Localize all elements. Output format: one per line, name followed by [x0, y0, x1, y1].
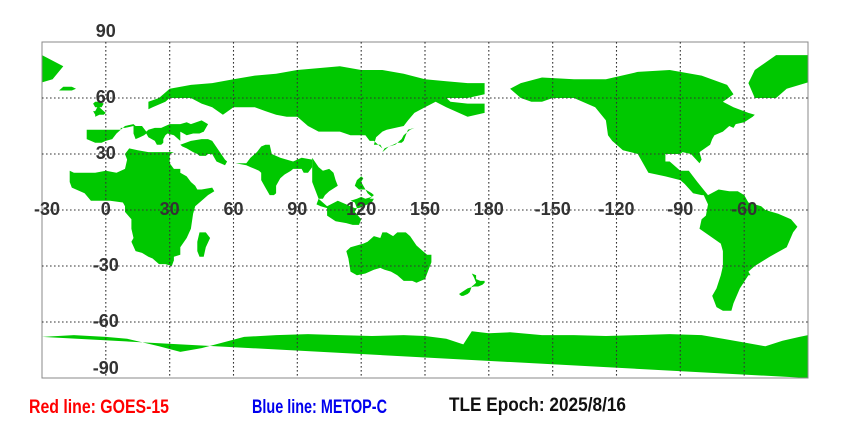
svg-text:120: 120 [346, 199, 376, 219]
svg-text:150: 150 [410, 199, 440, 219]
svg-text:-60: -60 [731, 199, 757, 219]
svg-text:-120: -120 [598, 199, 634, 219]
svg-text:60: 60 [223, 199, 243, 219]
antarctica [0, 331, 42, 378]
svg-text:Red line: GOES-15: Red line: GOES-15 [29, 397, 169, 418]
svg-text:0: 0 [101, 199, 111, 219]
svg-text:-30: -30 [34, 199, 60, 219]
svg-text:30: 30 [96, 143, 116, 163]
svg-text:TLE Epoch: 2025/8/16: TLE Epoch: 2025/8/16 [449, 395, 626, 416]
svg-text:90: 90 [96, 21, 116, 41]
svg-text:-30: -30 [93, 255, 119, 275]
svg-text:60: 60 [96, 87, 116, 107]
svg-text:30: 30 [160, 199, 180, 219]
svg-text:180: 180 [474, 199, 504, 219]
svg-text:Blue line: METOP-C: Blue line: METOP-C [252, 397, 387, 418]
svg-text:-150: -150 [535, 199, 571, 219]
antarctica [808, 331, 850, 378]
svg-text:-90: -90 [93, 358, 119, 378]
svg-text:90: 90 [287, 199, 307, 219]
svg-text:-90: -90 [667, 199, 693, 219]
svg-text:-60: -60 [93, 311, 119, 331]
